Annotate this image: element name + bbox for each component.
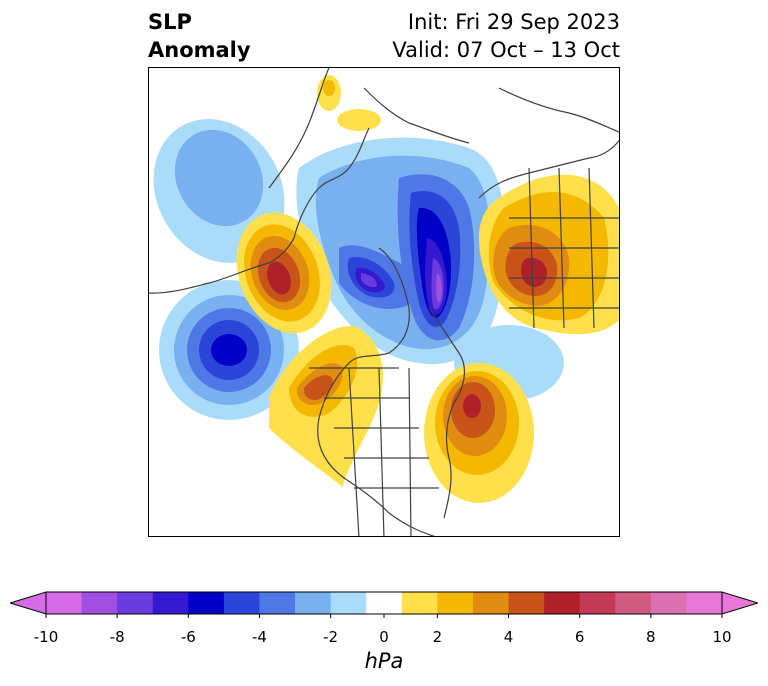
colorbar-bin bbox=[295, 592, 332, 614]
colorbar-bin bbox=[366, 592, 403, 614]
chart-title: SLP Anomaly bbox=[148, 8, 251, 64]
colorbar-tick-label: 8 bbox=[646, 628, 656, 646]
colorbar bbox=[10, 591, 758, 618]
high-siberia bbox=[479, 174, 619, 335]
colorbar-tick-label: 10 bbox=[712, 628, 732, 646]
colorbar-tick-label: -4 bbox=[251, 628, 267, 646]
colorbar-tick-label: -6 bbox=[180, 628, 196, 646]
colorbar-tick-label: 6 bbox=[574, 628, 585, 646]
colorbar-bin bbox=[508, 592, 545, 614]
colorbar-bin bbox=[223, 592, 260, 614]
colorbar-extend-min bbox=[10, 591, 47, 615]
colorbar-bin bbox=[650, 592, 687, 614]
colorbar-bin bbox=[117, 592, 154, 614]
colorbar-tick-label: 2 bbox=[432, 628, 443, 646]
colorbar-tick-label: 4 bbox=[503, 628, 514, 646]
low-arctic bbox=[296, 137, 505, 365]
colorbar-bin bbox=[152, 592, 189, 614]
colorbar-bin bbox=[188, 592, 225, 614]
colorbar-bin bbox=[330, 592, 367, 614]
colorbar-tick-label: -2 bbox=[323, 628, 339, 646]
colorbar-bin bbox=[579, 592, 616, 614]
colorbar-bin bbox=[615, 592, 652, 614]
colorbar-bin bbox=[544, 592, 581, 614]
init-date: Init: Fri 29 Sep 2023 bbox=[407, 10, 620, 34]
anomaly-map bbox=[149, 68, 619, 536]
valid-date: Valid: 07 Oct – 13 Oct bbox=[392, 38, 620, 62]
colorbar-bin bbox=[437, 592, 474, 614]
colorbar-tick-label: -8 bbox=[109, 628, 125, 646]
coastlines bbox=[149, 68, 619, 536]
map-panel bbox=[148, 67, 620, 537]
colorbar-bin bbox=[686, 592, 723, 614]
colorbar-bin bbox=[472, 592, 510, 614]
colorbar-units: hPa bbox=[364, 649, 404, 673]
high-europe-small bbox=[317, 75, 381, 131]
colorbar-bin bbox=[46, 592, 83, 614]
title-line-1: SLP bbox=[148, 10, 192, 34]
colorbar-bin bbox=[81, 592, 118, 614]
colorbar-tick-label: 0 bbox=[379, 628, 389, 646]
colorbar-extend-max bbox=[721, 591, 758, 615]
date-info: Init: Fri 29 Sep 2023 Valid: 07 Oct – 13… bbox=[392, 8, 620, 64]
colorbar-tick-label: -10 bbox=[33, 628, 59, 646]
title-line-2: Anomaly bbox=[148, 38, 251, 62]
high-west-america bbox=[269, 326, 383, 488]
high-alaska bbox=[236, 212, 332, 334]
colorbar-bin bbox=[401, 592, 438, 614]
colorbar-bin bbox=[259, 592, 296, 614]
high-atlantic bbox=[424, 363, 534, 503]
